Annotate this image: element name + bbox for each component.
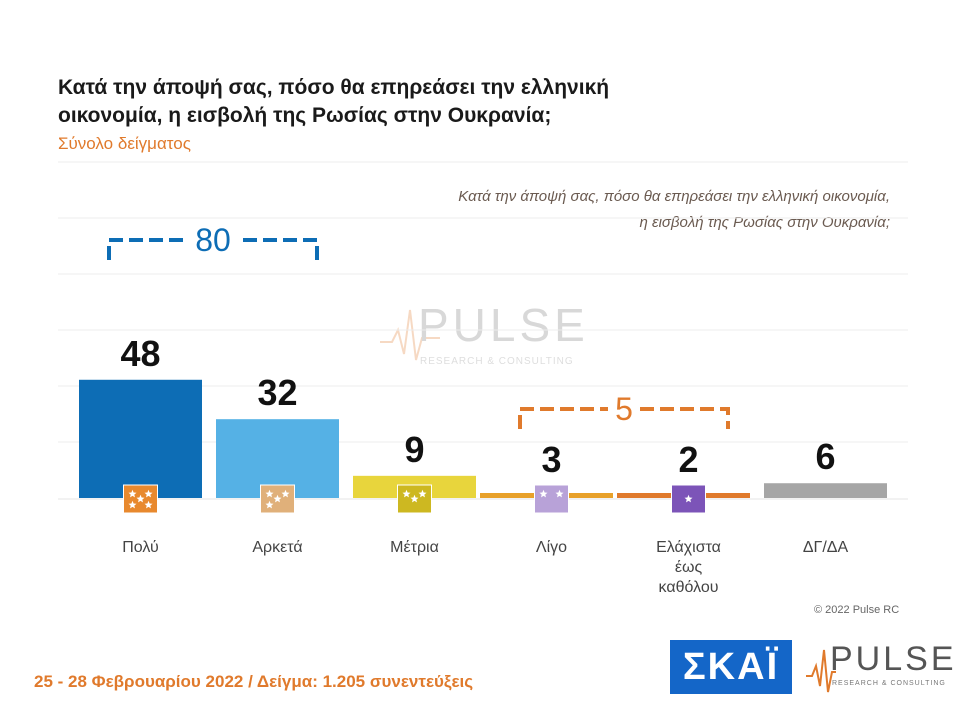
category-label-4-0: Ελάχιστα	[656, 539, 721, 556]
data-label-1: 32	[257, 372, 297, 413]
watermark-sub: RESEARCH & CONSULTING	[420, 356, 574, 367]
star-icon	[265, 500, 274, 509]
star-icon	[281, 489, 290, 498]
pulse-logo-word: PULSE	[830, 640, 957, 678]
category-label-5-0: ΔΓ/ΔΑ	[803, 539, 849, 556]
category-label-4-1: έως	[675, 559, 703, 576]
star-icon	[128, 489, 137, 498]
star-icon	[265, 489, 274, 498]
bar-5	[764, 483, 887, 498]
category-label-2-0: Μέτρια	[390, 539, 439, 556]
star-icon	[684, 494, 693, 503]
bracket-label-0: 80	[195, 222, 231, 258]
bracket-left-0	[107, 238, 183, 260]
data-label-3: 3	[541, 439, 561, 480]
chart-title: Κατά την άποψή σας, πόσο θα επηρεάσει τη…	[58, 76, 610, 127]
rating-stars-icon-3	[534, 484, 569, 514]
star-icon	[418, 489, 427, 498]
bracket-right-0	[243, 238, 319, 260]
star-icon	[128, 500, 137, 509]
pulse-logo: PULSE RESEARCH & CONSULTING	[806, 640, 954, 696]
pulse-wave-icon	[380, 309, 440, 361]
bar-0	[79, 379, 202, 498]
star-icon	[144, 489, 153, 498]
pulse-logo-wave-icon	[806, 649, 836, 693]
star-icon	[555, 489, 564, 498]
star-icon	[402, 489, 411, 498]
pulse-logo-sub: RESEARCH & CONSULTING	[832, 680, 946, 687]
data-label-4: 2	[678, 439, 698, 480]
bracket-left-1	[518, 407, 608, 429]
category-label-0-0: Πολύ	[122, 539, 159, 556]
note-line-1: Κατά την άποψή σας, πόσο θα επηρεάσει τη…	[458, 188, 890, 205]
bracket-label-1: 5	[615, 391, 633, 427]
pulse-watermark: PULSE RESEARCH & CONSULTING	[380, 296, 600, 376]
category-label-4-2: καθόλου	[659, 579, 719, 596]
data-label-5: 6	[815, 436, 835, 477]
bracket-right-1	[640, 407, 730, 429]
star-icon	[136, 494, 145, 503]
copyright: © 2022 Pulse RC	[814, 604, 900, 616]
star-icon	[273, 494, 282, 503]
data-label-0: 48	[120, 333, 160, 374]
star-icon	[410, 494, 419, 503]
category-label-1-0: Αρκετά	[252, 539, 302, 556]
footer-fieldwork: 25 - 28 Φεβρουαρίου 2022 / Δείγμα: 1.205…	[34, 672, 474, 691]
star-icon	[144, 500, 153, 509]
rating-stars-icon-1	[260, 484, 295, 514]
category-label-3-0: Λίγο	[536, 539, 567, 556]
chart-subtitle: Σύνολο δείγματος	[58, 134, 191, 153]
watermark-word: PULSE	[418, 299, 589, 351]
star-icon	[539, 489, 548, 498]
skai-logo: ΣΚΑΪ	[670, 640, 792, 694]
data-label-2: 9	[404, 429, 424, 470]
